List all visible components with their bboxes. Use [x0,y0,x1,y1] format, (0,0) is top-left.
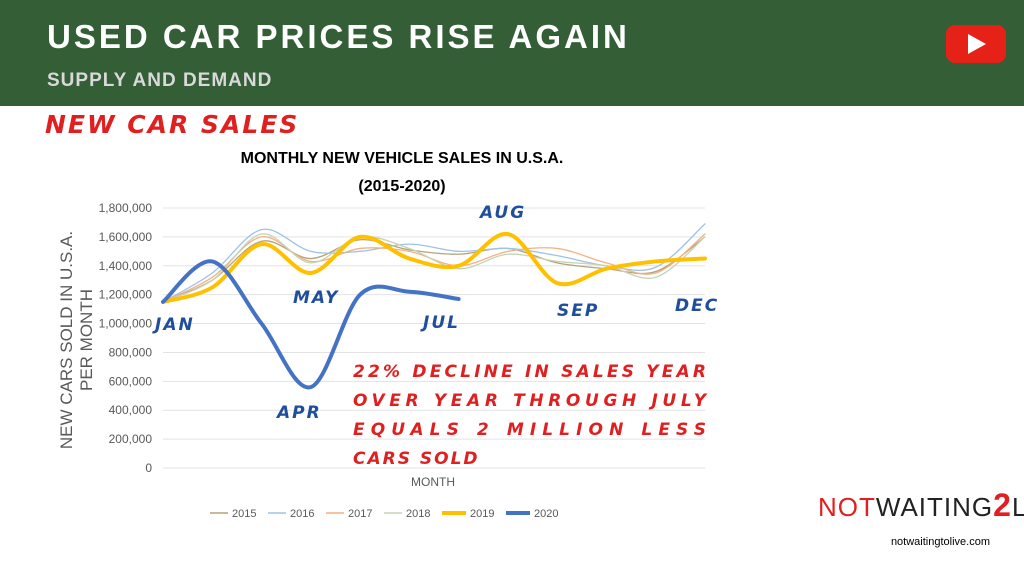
series-line [162,223,706,303]
logo-part: 2 [993,487,1012,523]
logo-text: NOTWAITING2LIVE [818,487,1024,523]
annotation: AUG [478,203,526,223]
y-tick-label: 1,000,000 [99,317,153,331]
y-tick-label: 1,800,000 [99,201,153,215]
series-line [162,233,706,303]
legend-label: 2017 [348,508,372,520]
section-label: NEW CAR SALES [45,110,299,139]
chart-subtitle: (2015-2020) [358,178,445,195]
legend-label: 2016 [290,508,314,520]
logo-part: NOT [818,492,876,522]
y-tick-label: 1,200,000 [99,288,153,302]
callout-line: EQUALS 2 MILLION LESS [353,420,708,440]
y-tick-label: 1,600,000 [99,230,153,244]
youtube-play [968,34,986,54]
legend-label: 2018 [406,508,430,520]
youtube-icon[interactable] [946,25,1006,63]
logo-part: WAITING [876,492,993,522]
y-tick-label: 0 [145,461,152,475]
series-line [161,259,461,390]
annotation: APR [275,403,322,423]
annotation: MAY [293,288,339,308]
callout-line: CARS SOLD [353,449,480,469]
logo-part: LIVE [1012,492,1024,522]
header-band [0,0,1024,106]
legend-label: 2019 [470,508,494,520]
legend-label: 2015 [232,508,256,520]
series-line [162,233,706,303]
header-title: USED CAR PRICES RISE AGAIN [47,18,630,55]
y-tick-label: 1,400,000 [99,259,153,273]
logo-url: notwaitingtolive.com [891,536,990,548]
callout-line: OVER YEAR THROUGH JULY [353,391,708,411]
y-tick-label: 200,000 [109,432,153,446]
series-line [161,231,707,304]
y-axis-label: NEW CARS SOLD IN U.S.A. [57,231,76,449]
y-tick-label: 400,000 [109,403,153,417]
y-tick-label: 600,000 [109,374,153,388]
legend-label: 2020 [534,508,558,520]
y-tick-label: 800,000 [109,345,153,359]
chart-title: MONTHLY NEW VEHICLE SALES IN U.S.A. [241,150,564,167]
callout-line: 22% DECLINE IN SALES YEAR [353,362,708,382]
annotation: JUL [420,313,460,333]
x-axis-label: MONTH [411,475,455,489]
logo: NOTWAITING2LIVE notwaitingtolive.com [818,487,1024,548]
annotation: JAN [152,315,195,335]
annotation: DEC [675,296,719,316]
y-axis-label: PER MONTH [77,289,96,391]
header-subtitle: SUPPLY AND DEMAND [47,70,272,91]
annotation: SEP [557,301,599,321]
